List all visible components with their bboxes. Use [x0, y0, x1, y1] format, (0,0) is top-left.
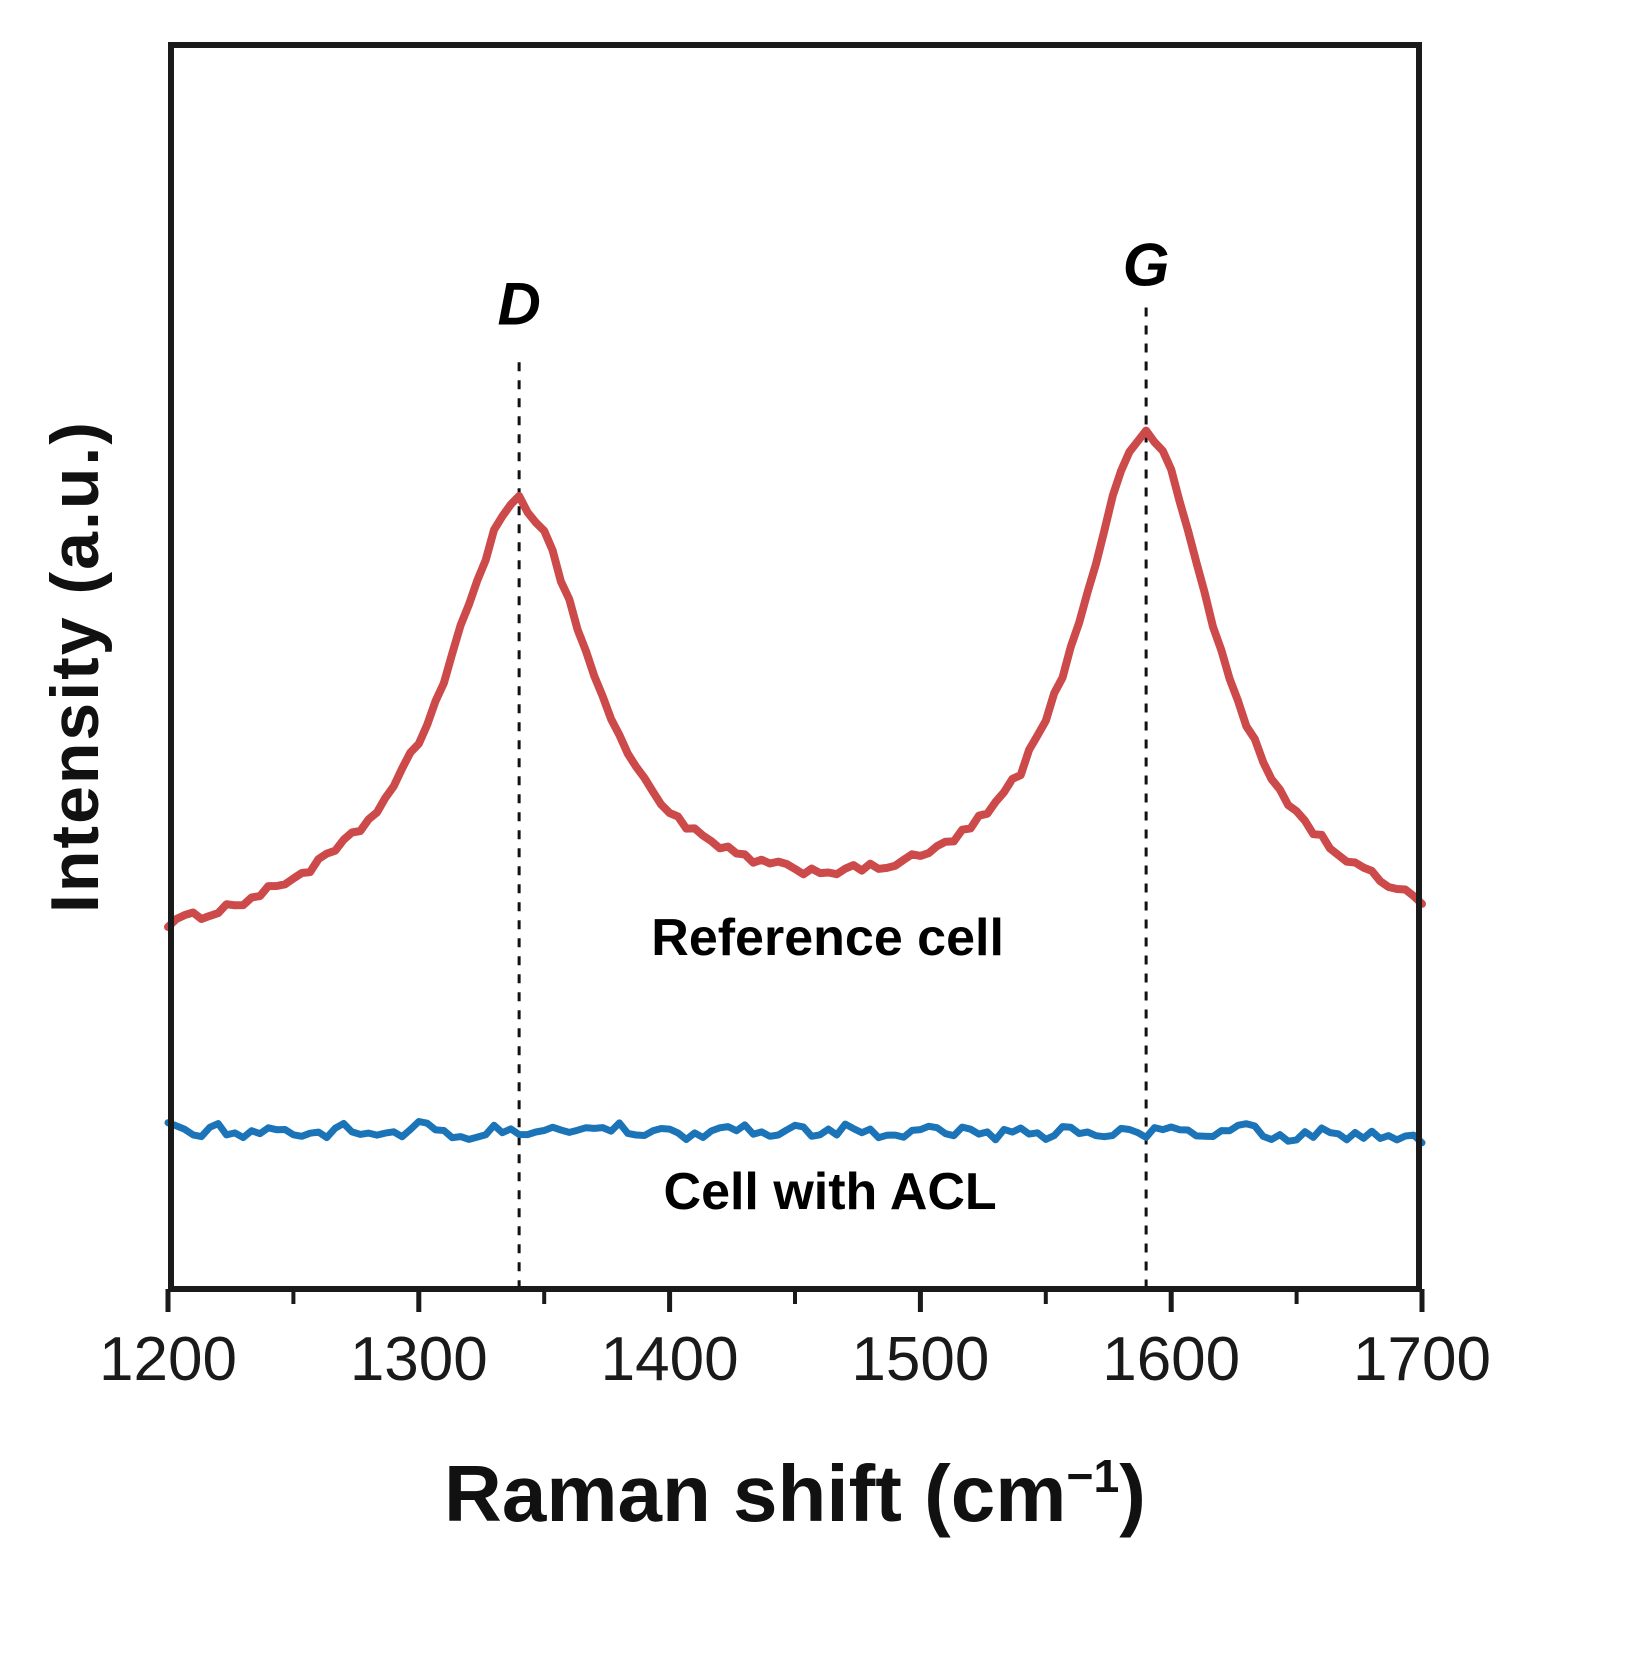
series-line-cell-with-acl [164, 1118, 1426, 1147]
x-axis-label-superscript: −1 [1066, 1450, 1120, 1503]
x-axis-label-close: ) [1119, 1449, 1146, 1538]
x-tick-label: 1700 [1353, 1325, 1491, 1394]
x-tick-label: 1400 [600, 1325, 739, 1394]
x-tick-label: 1300 [349, 1325, 488, 1394]
series-line-reference-cell [164, 426, 1426, 931]
plot-frame [168, 42, 1422, 1292]
x-axis-label-text: Raman shift (cm [444, 1449, 1067, 1538]
plot-svg [164, 42, 1426, 1312]
y-axis-label: Intensity (a.u.) [37, 420, 113, 914]
peak-label-g: G [1122, 231, 1170, 299]
peak-label-d: D [497, 270, 541, 338]
plot-area: Reference cell Cell with ACL 1200 1300 1400 1… [99, 42, 1491, 1394]
series-label-reference-cell: Reference cell [651, 909, 1004, 968]
series-label-cell-with-acl: Cell with ACL [663, 1163, 997, 1221]
x-tick-label: 1600 [1102, 1325, 1241, 1394]
x-tick-label: 1500 [851, 1325, 990, 1394]
x-axis-label: Raman shift (cm−1) [168, 1448, 1422, 1540]
x-tick-label: 1200 [99, 1325, 237, 1394]
